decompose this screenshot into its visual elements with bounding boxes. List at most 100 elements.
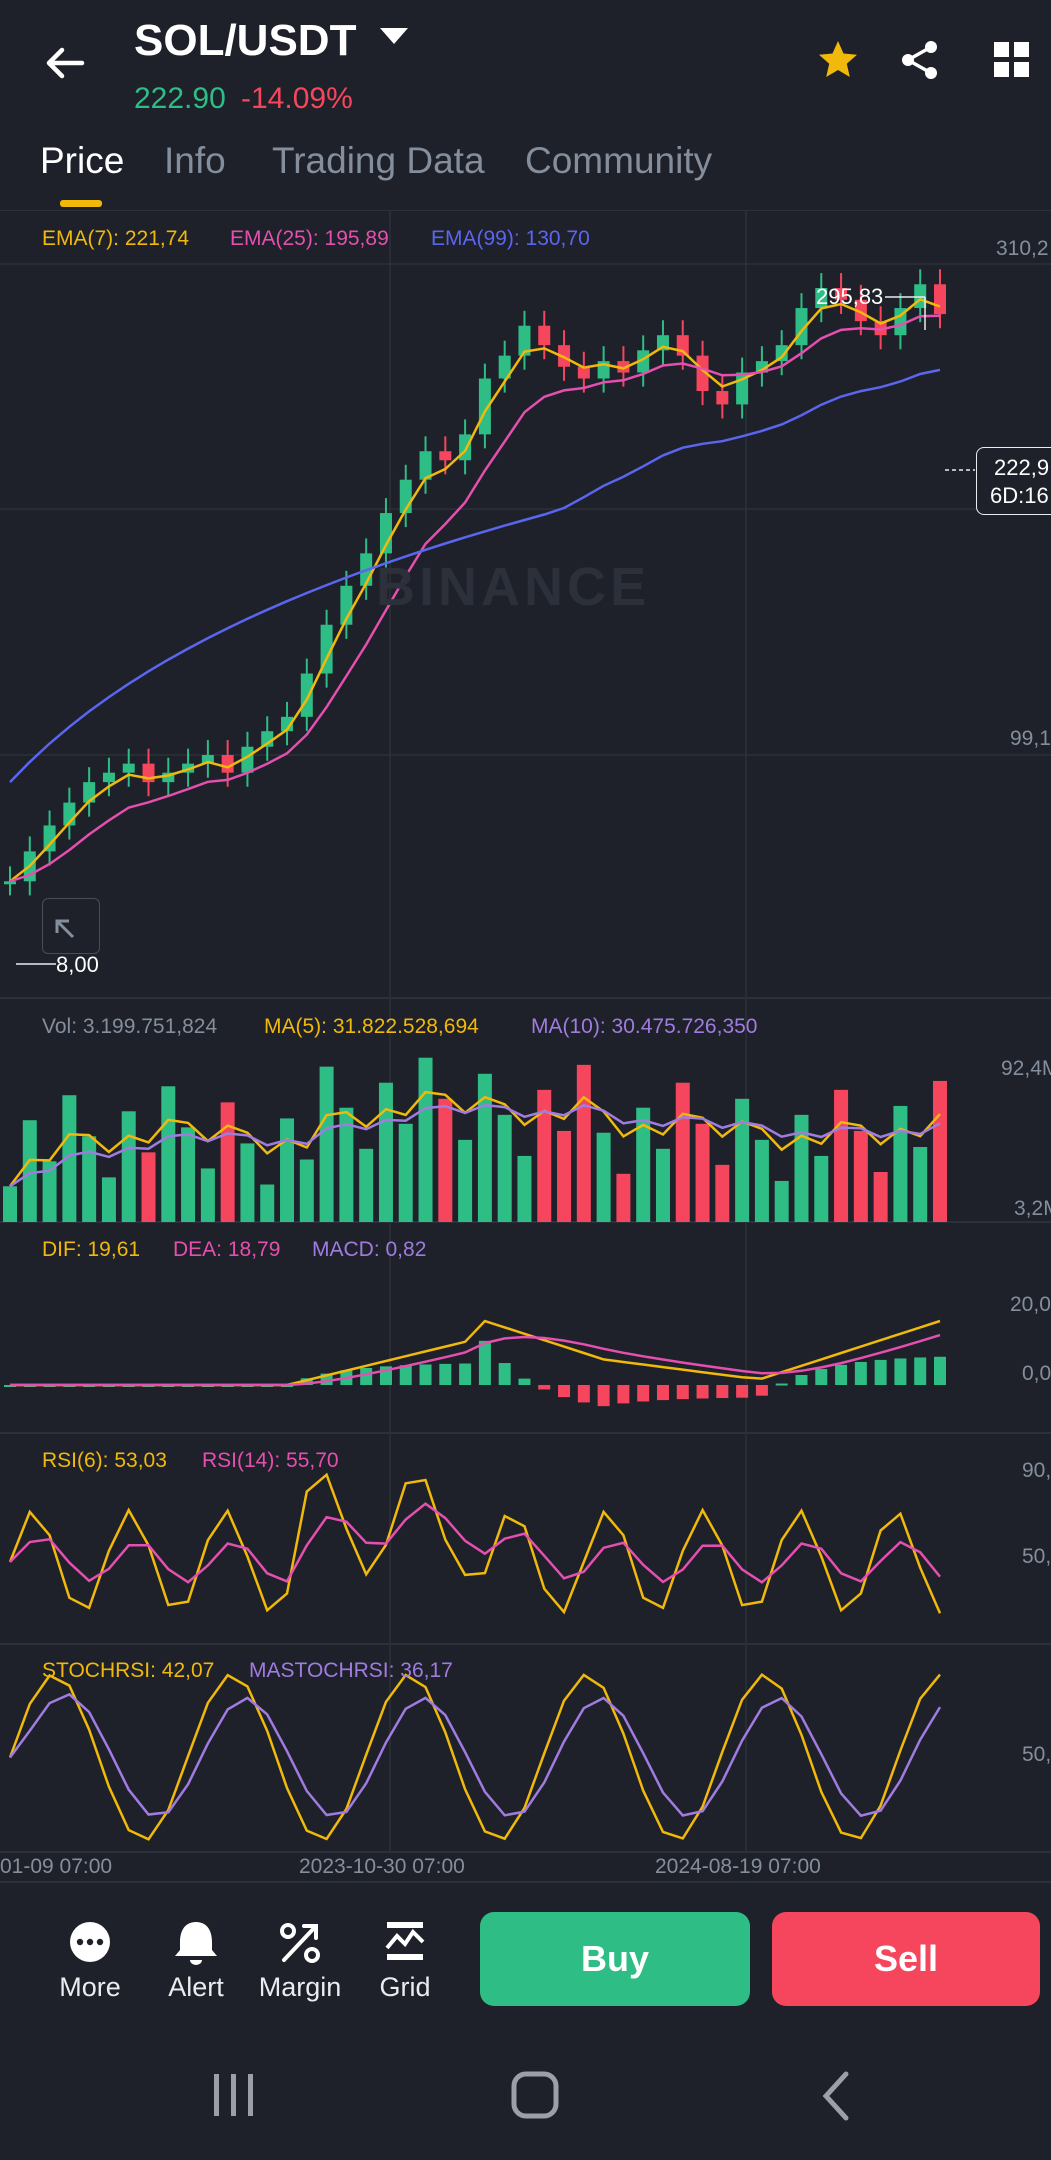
candle-body [43, 825, 56, 852]
macd-histogram-bar [558, 1385, 571, 1398]
alert-button[interactable] [146, 1918, 246, 1971]
volume-bar [141, 1152, 156, 1222]
volume-bar [675, 1082, 690, 1222]
expand-chart-button[interactable] [42, 898, 100, 954]
volume-bar [557, 1130, 572, 1222]
candle-body [201, 755, 214, 764]
volume-bar [933, 1080, 947, 1222]
volume-bar [161, 1086, 176, 1222]
price-change: -14.09% [241, 82, 353, 115]
candle-body [854, 299, 867, 322]
candle-body [538, 325, 551, 346]
grid-trading-button[interactable] [355, 1918, 455, 1971]
candle-body [379, 513, 392, 554]
volume-bar [398, 1123, 413, 1222]
system-back-icon[interactable] [810, 2068, 870, 2124]
macd-histogram-bar [696, 1385, 709, 1399]
macd-histogram-bar [637, 1385, 650, 1402]
more-button[interactable] [40, 1918, 140, 1971]
ema99-legend: EMA(99): 130,70 [431, 227, 590, 250]
alert-label: Alert [168, 1972, 224, 2002]
candle-body [775, 345, 788, 362]
candle-body [934, 284, 946, 315]
tab-community[interactable]: Community [525, 140, 713, 181]
home-icon[interactable] [506, 2068, 566, 2124]
volume-bar [893, 1105, 908, 1222]
volume-bar [280, 1118, 295, 1222]
volume-bar [774, 1180, 789, 1222]
volume-bar [576, 1064, 591, 1222]
candle-body [162, 772, 175, 783]
margin-label: Margin [258, 1972, 342, 2002]
mastochrsi-legend: MASTOCHRSI: 36,17 [249, 1659, 453, 1682]
volume-bar [82, 1136, 97, 1222]
ema99-line [9, 368, 941, 783]
macd-axis-bottom: 0,0 [1022, 1362, 1051, 1385]
volume-legend: Vol: 3.199.751,824 [42, 1015, 218, 1038]
caret-down-icon[interactable] [380, 28, 408, 44]
macd-histogram-bar [676, 1385, 689, 1400]
recent-apps-icon[interactable] [204, 2068, 264, 2124]
macd-histogram-bar [518, 1378, 531, 1385]
candle-body [518, 325, 531, 356]
rsi6-legend: RSI(6): 53,03 [42, 1449, 167, 1472]
macd-histogram-bar [439, 1363, 452, 1385]
rsi-axis-bottom: 50, [1022, 1545, 1051, 1568]
vol-ma5-legend: MA(5): 31.822.528,694 [264, 1015, 479, 1038]
macd-histogram-bar [577, 1385, 590, 1403]
macd-value-legend: MACD: 0,82 [312, 1238, 427, 1261]
macd-histogram-bar [360, 1367, 373, 1385]
candle-countdown: 6D:16 [990, 483, 1049, 508]
header-bar: SOL/USDT 222.90 -14.09% [0, 0, 1051, 130]
candle-body [419, 451, 432, 480]
margin-button[interactable] [250, 1918, 350, 1971]
volume-bar [458, 1139, 473, 1222]
candle-body [300, 673, 313, 717]
macd-histogram-bar [300, 1378, 313, 1385]
volume-ma10-line [9, 1103, 941, 1188]
volume-bar [517, 1155, 532, 1222]
candle-body [241, 746, 254, 773]
back-arrow-icon[interactable] [40, 38, 90, 88]
volume-bar [913, 1147, 928, 1222]
tab-trading-data[interactable]: Trading Data [272, 140, 485, 181]
share-icon[interactable] [898, 38, 942, 82]
tabs-divider [0, 210, 1051, 211]
volume-bar [3, 1186, 17, 1222]
macd-histogram-bar [478, 1340, 491, 1385]
volume-bar [260, 1184, 275, 1222]
candle-body [320, 624, 333, 674]
candle-body [102, 772, 115, 783]
last-price-tag[interactable] [976, 447, 1051, 515]
volume-bar [794, 1114, 809, 1222]
sell-button[interactable]: Sell [772, 1912, 1040, 2006]
macd-dea-line [10, 1333, 941, 1387]
volume-bar [655, 1148, 670, 1222]
volume-axis-bottom: 3,2M [1014, 1197, 1051, 1220]
macd-histogram-bar [617, 1385, 630, 1404]
star-icon[interactable] [816, 38, 860, 82]
buy-button[interactable]: Buy [480, 1912, 750, 2006]
volume-bar [42, 1161, 57, 1222]
macd-histogram-bar [716, 1385, 729, 1399]
volume-bar [735, 1098, 750, 1222]
pair-title[interactable]: SOL/USDT [134, 16, 357, 65]
low-price-label: 8,00 [56, 952, 99, 977]
grid-icon[interactable] [992, 40, 1032, 80]
tab-price[interactable]: Price [40, 140, 125, 181]
ema7-legend: EMA(7): 221,74 [42, 227, 190, 250]
volume-bar [299, 1159, 314, 1222]
candle-body [815, 288, 828, 309]
volume-bar [438, 1098, 453, 1222]
macd-histogram-bar [874, 1359, 887, 1385]
volume-bar [834, 1089, 849, 1222]
volume-bar [22, 1120, 37, 1222]
tab-info[interactable]: Info [164, 140, 226, 181]
volume-bar [378, 1082, 393, 1222]
x-axis-label-2: 2023-10-30 07:00 [299, 1855, 465, 1878]
macd-dif-legend: DIF: 19,61 [42, 1238, 141, 1261]
candle-body [835, 288, 848, 300]
volume-bar [200, 1168, 215, 1222]
kline-chart[interactable] [0, 210, 1051, 1882]
macd-histogram-bar [835, 1364, 848, 1385]
